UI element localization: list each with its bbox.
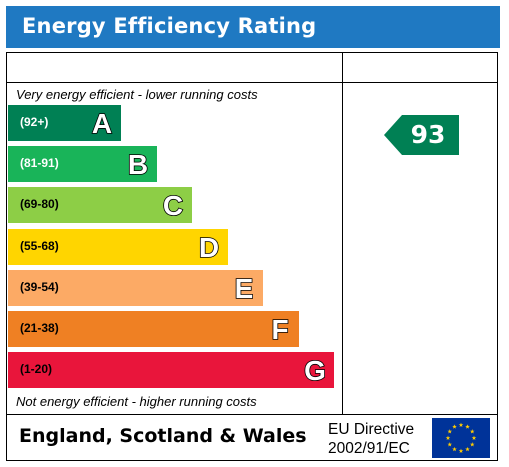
band-d: (55-68) D [8,229,228,265]
band-a: (92+) A [8,105,121,141]
footer-country: England, Scotland & Wales [19,425,307,447]
band-c: (69-80) C [8,187,192,223]
band-letter-text: F [271,314,288,345]
band-letter: D [198,231,220,264]
current-rating-value: 93 [410,120,446,149]
eu-star-icon [471,435,477,440]
band-letter: E [234,272,254,305]
band-letter: A [91,107,113,140]
eu-star-icon [469,429,475,434]
band-range-label: (55-68) [20,239,59,253]
header-divider [6,82,498,83]
directive-line-2: 2002/91/EC [328,440,410,457]
band-range-label: (92+) [20,115,49,129]
eu-star-icon [447,429,453,434]
band-letter: F [271,313,290,346]
band-range-label: (21-38) [20,321,59,335]
eu-star-icon [447,442,453,447]
eu-star-icon [458,448,464,453]
band-b: (81-91) B [8,146,157,182]
eu-star-icon [458,422,464,427]
top-note: Very energy efficient - lower running co… [16,87,258,102]
band-f: (21-38) F [8,311,299,347]
band-g: (1-20) G [8,352,334,388]
band-letter: G [303,354,326,387]
eu-star-icon [465,424,470,429]
band-letter-text: C [163,190,183,221]
band-letter-text: A [92,108,112,139]
band-e: (39-54) E [8,270,263,306]
eu-star-icon [452,446,457,452]
band-letter-text: G [304,355,326,386]
eu-star-icon [469,442,475,447]
band-range-label: (69-80) [20,197,59,211]
column-divider [342,52,343,415]
band-range-label: (1-20) [20,362,53,376]
eu-star-icon [465,446,470,452]
band-letter-text: D [199,232,219,263]
page-title: Energy Efficiency Rating [22,14,317,38]
eu-star-icon [445,435,451,440]
footer-divider [6,414,498,415]
rating-table [6,52,498,461]
bottom-note: Not energy efficient - higher running co… [16,394,257,409]
band-range-label: (81-91) [20,156,59,170]
band-letter-text: E [235,273,254,304]
band-letter-text: B [128,149,148,180]
eu-flag-icon [432,418,490,458]
footer-directive: EU Directive 2002/91/EC [328,420,428,458]
directive-line-1: EU Directive [328,421,415,438]
eu-star-icon [452,424,457,429]
band-range-label: (39-54) [20,280,59,294]
arrow-left-icon [384,115,459,155]
title-bar: Energy Efficiency Rating [6,6,500,48]
band-letter: B [127,148,149,181]
band-letter: C [162,189,184,222]
